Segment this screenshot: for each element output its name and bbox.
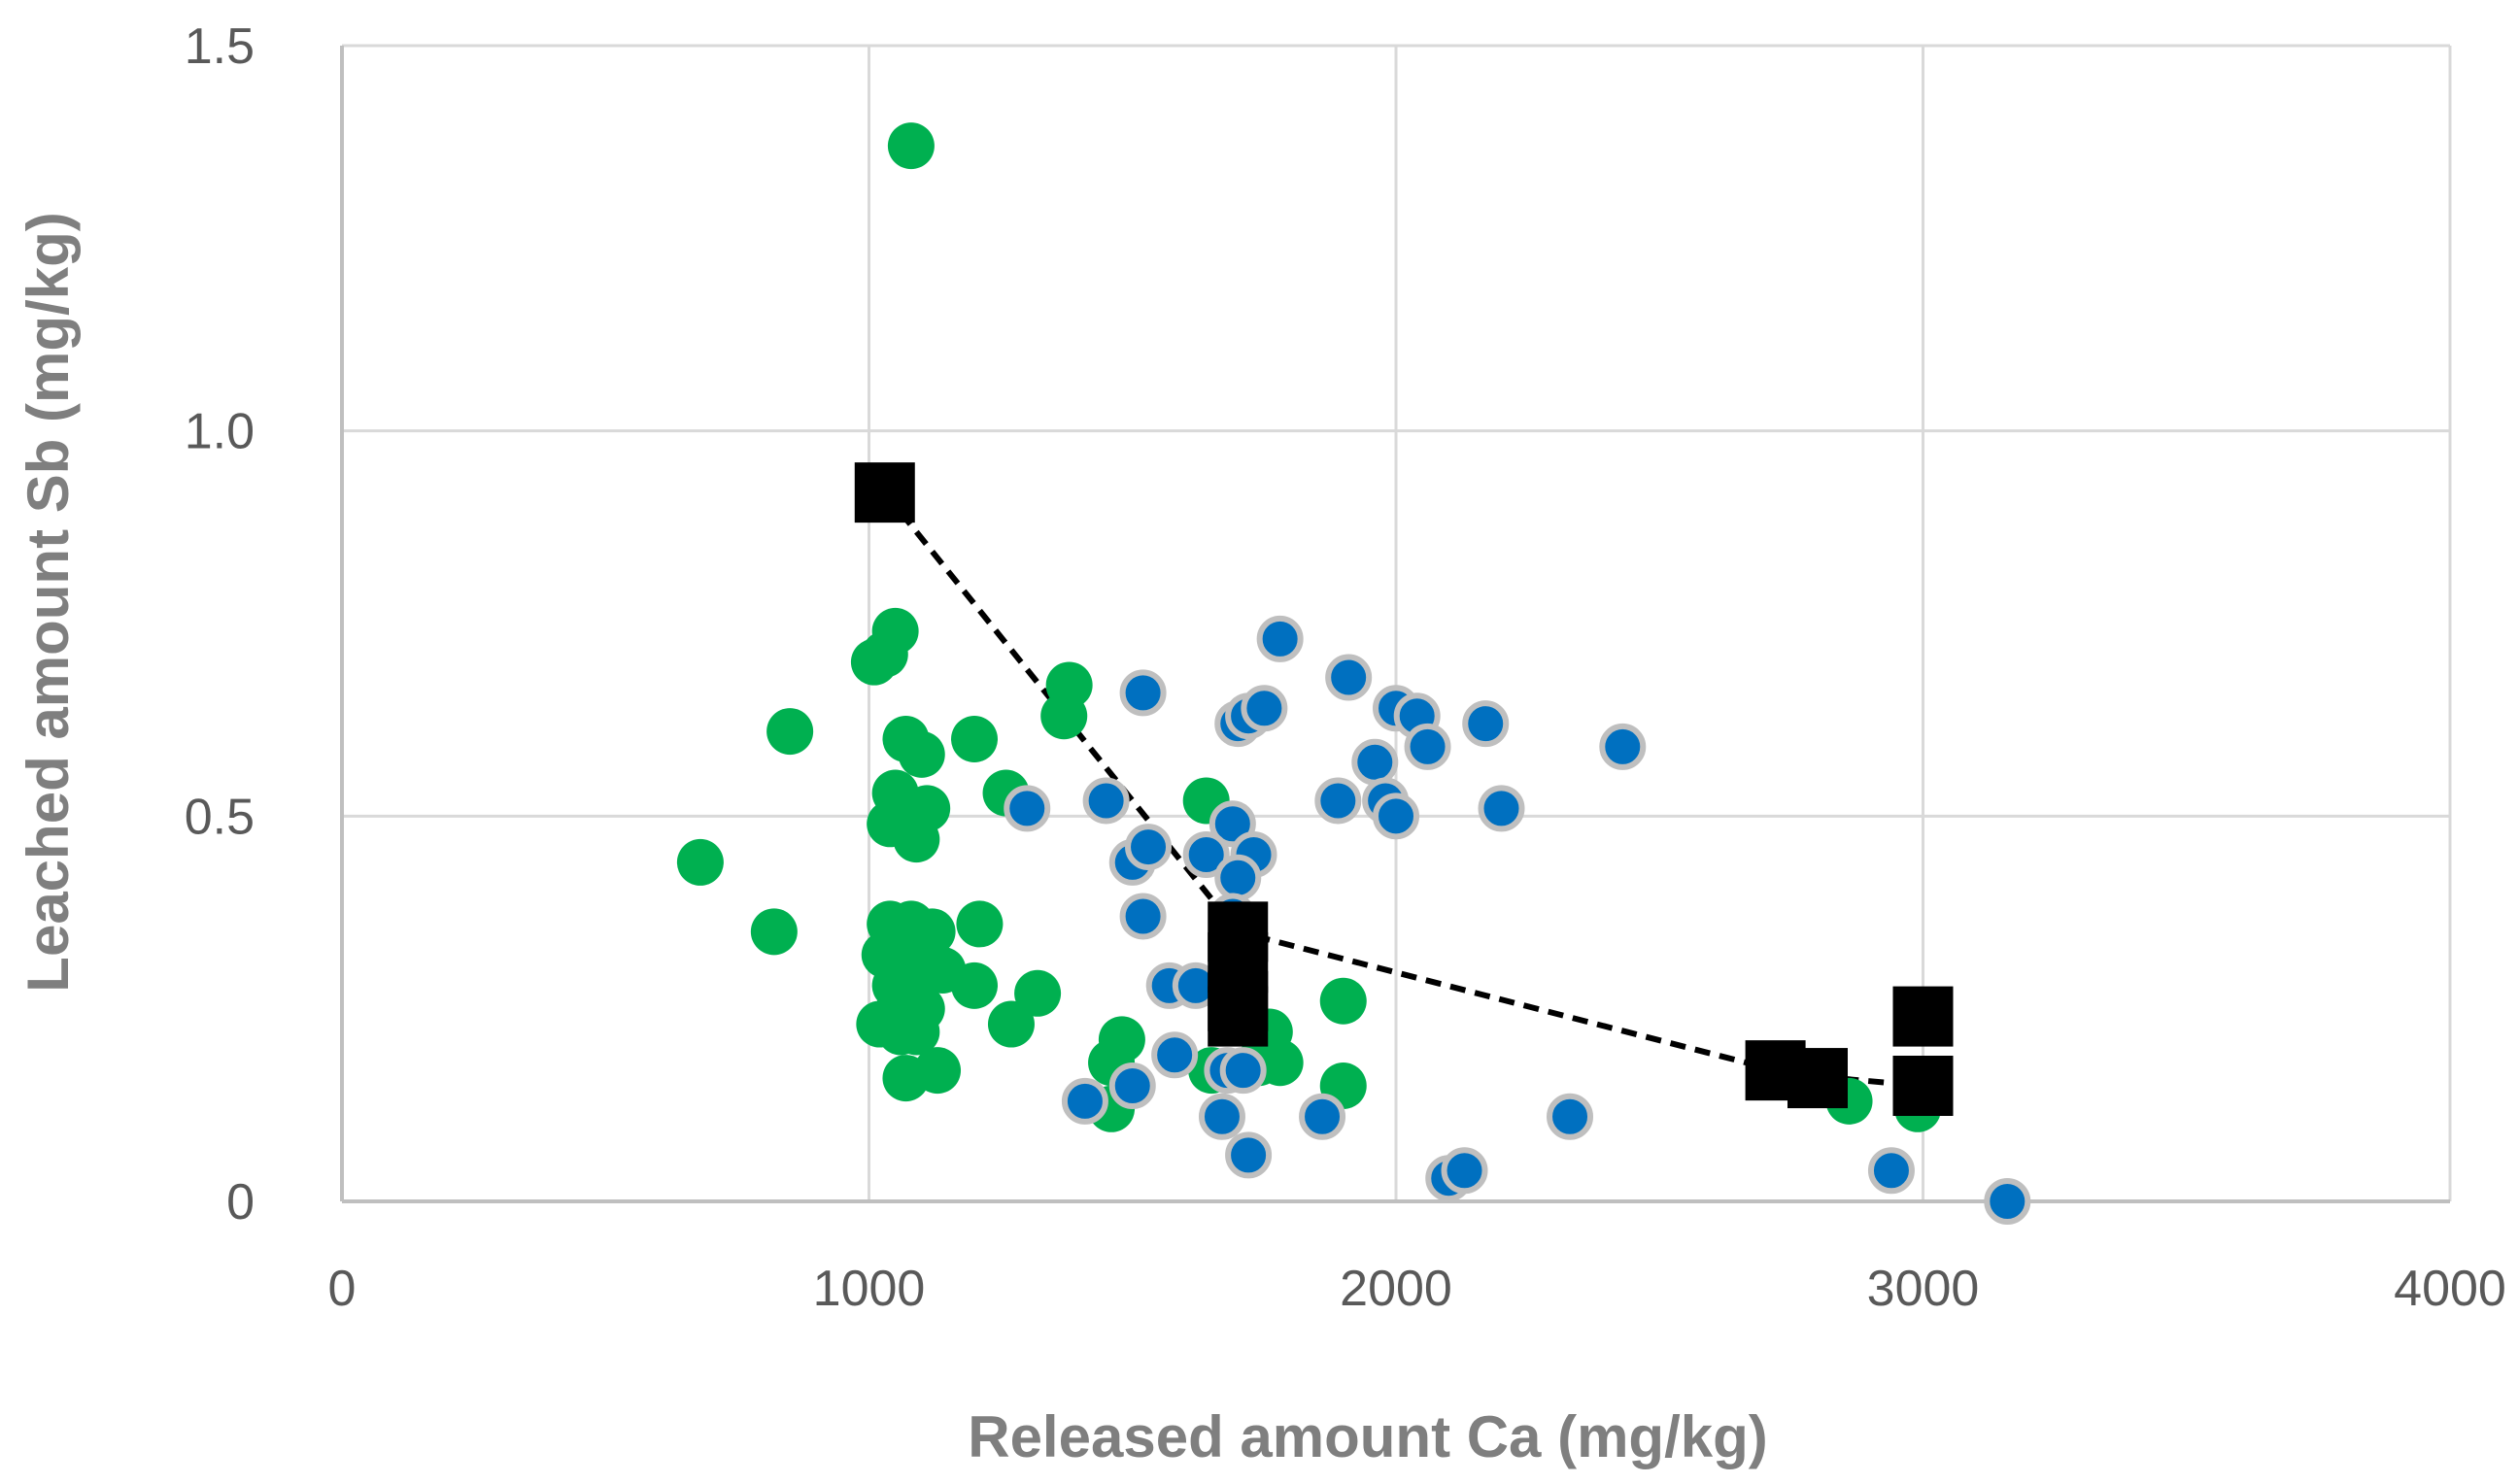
data-point-green (898, 730, 945, 778)
axes (340, 46, 2450, 1203)
data-point-blue (1151, 1031, 1199, 1079)
data-point-blue (1082, 777, 1130, 825)
data-point-blue (1108, 1062, 1156, 1109)
data-point-blue (1182, 831, 1230, 878)
data-point-blue (1314, 777, 1362, 825)
tick-labels: 0 1000 2000 3000 4000 0 0.5 1.0 1.5 (185, 18, 2506, 1317)
data-point-blue (1125, 824, 1173, 871)
data-point-blue (1061, 1077, 1108, 1125)
data-point-green (951, 716, 998, 762)
data-point-blue (1225, 1131, 1273, 1179)
data-point-blue (1599, 723, 1647, 770)
data-point-square (1208, 986, 1269, 1047)
data-point-blue (1984, 1178, 2031, 1225)
data-point-blue (1462, 700, 1510, 748)
data-point-green (1256, 1039, 1304, 1087)
data-point-green (676, 838, 724, 886)
data-point-blue (1208, 800, 1256, 848)
data-point-blue (1404, 723, 1451, 770)
data-point-green (914, 1047, 962, 1095)
data-point-blue (1325, 654, 1373, 701)
x-tick-label: 1000 (813, 1261, 926, 1317)
data-point-blue (1256, 615, 1304, 662)
x-tick-label: 4000 (2394, 1261, 2506, 1317)
data-point-green (951, 961, 998, 1009)
data-point-green (956, 900, 1004, 948)
data-point-blue (1441, 1147, 1488, 1195)
data-point-square (1892, 1056, 1954, 1116)
data-point-blue (1351, 738, 1399, 786)
data-point-blue (1867, 1147, 1915, 1195)
data-point-blue (1478, 785, 1525, 832)
x-axis-title: Released amount Ca (mg/kg) (968, 1404, 1768, 1469)
data-point-green (850, 638, 898, 686)
x-tick-label: 3000 (1867, 1261, 1980, 1317)
data-point-square (1787, 1048, 1848, 1109)
data-point-green (766, 708, 814, 756)
grid-lines (342, 44, 2452, 1201)
y-tick-label: 0 (226, 1174, 255, 1231)
x-tick-label: 0 (328, 1261, 357, 1317)
data-point-green (887, 122, 935, 170)
y-tick-label: 1.0 (185, 404, 255, 460)
data-point-green (1014, 969, 1062, 1017)
data-point-blue (1373, 793, 1419, 840)
data-point-blue (1219, 1047, 1267, 1095)
y-tick-label: 1.5 (185, 18, 255, 75)
data-point-square (854, 462, 915, 523)
y-axis-title: Leached amount Sb (mg/kg) (16, 212, 81, 992)
data-point-blue (1214, 854, 1262, 901)
data-point-green (893, 816, 940, 863)
data-points (676, 122, 2031, 1225)
data-point-blue (1119, 893, 1167, 940)
data-point-blue (1119, 669, 1167, 717)
data-point-blue (1198, 1093, 1245, 1140)
data-point-green (1319, 977, 1367, 1025)
data-point-green (1040, 692, 1088, 740)
y-tick-label: 0.5 (185, 789, 255, 845)
data-point-blue (1241, 685, 1288, 732)
data-point-blue (1547, 1093, 1594, 1140)
data-point-blue (1299, 1093, 1346, 1140)
data-point-blue (1004, 785, 1051, 832)
data-point-green (987, 1000, 1035, 1048)
x-tick-label: 2000 (1340, 1261, 1452, 1317)
data-point-green (893, 1008, 940, 1056)
data-point-green (750, 908, 798, 956)
data-point-square (1892, 986, 1954, 1047)
